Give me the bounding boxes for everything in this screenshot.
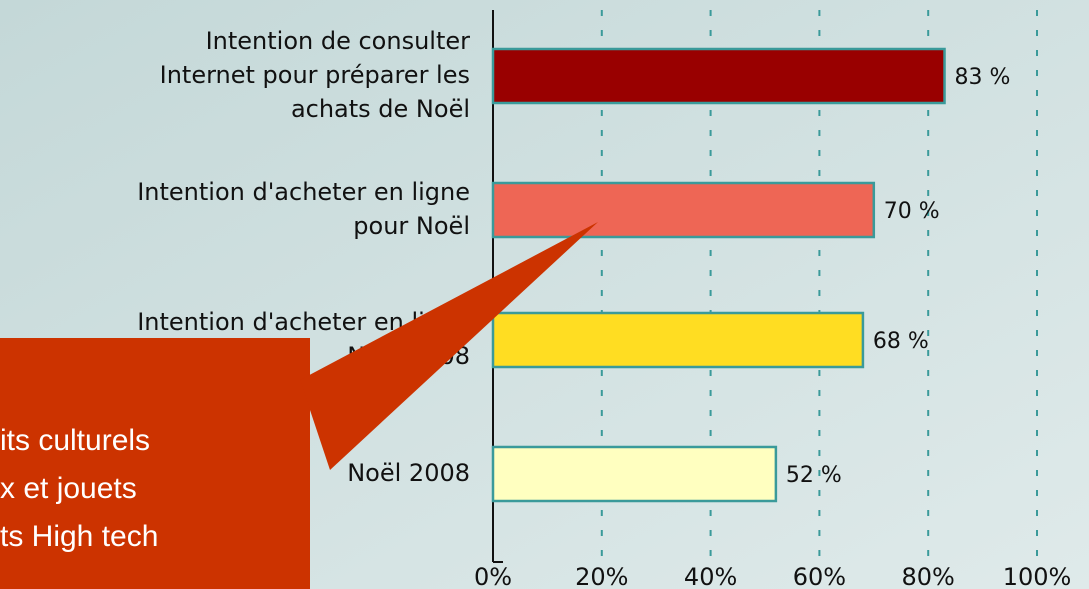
category-label: pour Noël: [353, 212, 470, 240]
value-label: 68 %: [873, 329, 929, 354]
value-label: 70 %: [884, 199, 940, 224]
x-tick-label: 80%: [902, 563, 955, 589]
plot: 0% 20% 40% 60% 80% 100% Intention de consulter…: [137, 10, 1071, 589]
category-label: Intention d'acheter en ligne: [137, 178, 470, 206]
callout-text: its culturels: [0, 424, 150, 457]
value-label: 52 %: [786, 463, 842, 488]
x-tick-label: 60%: [793, 563, 846, 589]
bar: [491, 311, 865, 369]
callout-pointer: [300, 222, 598, 470]
bar: [491, 181, 876, 239]
category-label: Noël 2008: [347, 459, 470, 487]
x-tick-label: 100%: [1003, 563, 1072, 589]
x-tick-label: 0%: [474, 563, 512, 589]
callout-text: x et jouets: [0, 472, 137, 505]
callout-box: [0, 338, 310, 589]
category-label: achats de Noël: [291, 95, 470, 123]
category-label: Internet pour préparer les: [160, 61, 470, 89]
value-label: 83 %: [955, 65, 1011, 90]
bar: [491, 445, 778, 503]
callout: its culturels x et jouets ts High tech: [0, 222, 598, 589]
x-tick-label: 40%: [684, 563, 737, 589]
category-label: Intention de consulter: [206, 27, 471, 55]
callout-text: ts High tech: [0, 520, 158, 553]
bar: [491, 47, 946, 105]
x-tick-label: 20%: [575, 563, 628, 589]
